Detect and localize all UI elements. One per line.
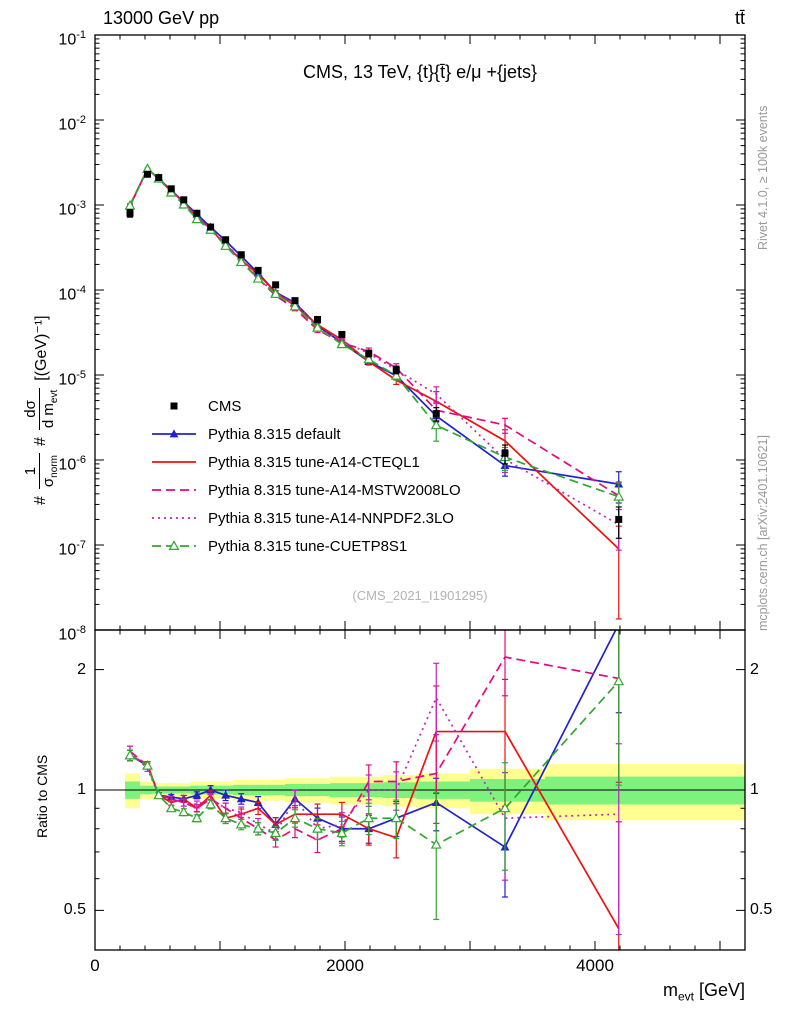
legend-label: Pythia 8.315 tune-CUETP8S1 (208, 537, 408, 555)
main-y-tick-label: 10-5 (58, 369, 86, 389)
ratio-y-tick-label-right: 0.5 (750, 901, 773, 919)
ratio-y-tick-label-left: 0.5 (63, 901, 86, 919)
legend: CMS Pythia 8.315 default Pythia 8.315 tune… (150, 392, 461, 560)
legend-marker-icon (152, 461, 196, 463)
main-y-tick-label: 10-4 (58, 284, 86, 304)
hash-symbol: # (32, 496, 50, 505)
axis-ticks (94, 34, 746, 950)
legend-item: Pythia 8.315 tune-A14-MSTW2008LO (150, 476, 461, 504)
analysis-watermark: (CMS_2021_I1901295) (352, 588, 488, 603)
plot-title: CMS, 13 TeV, {t}{t̄} e/μ +{jets} (302, 62, 538, 82)
main-y-tick-label: 10-1 (58, 29, 86, 49)
legend-label: Pythia 8.315 tune-A14-CTEQL1 (208, 453, 420, 471)
mcplots-source-note: mcplots.cern.ch [arXiv:2401.10621] (756, 435, 770, 631)
legend-marker-icon (152, 540, 196, 550)
legend-marker-icon (152, 429, 196, 438)
legend-label: Pythia 8.315 tune-A14-NNPDF2.3LO (208, 509, 454, 527)
legend-label: Pythia 8.315 tune-A14-MSTW2008LO (208, 481, 461, 499)
main-y-tick-label: 10-8 (58, 624, 86, 644)
main-y-tick-label: 10-3 (58, 199, 86, 219)
main-y-axis-label: # 1 σnorm # dσ d mevt [(GeV)⁻¹] (22, 315, 61, 505)
legend-item: Pythia 8.315 default (150, 420, 461, 448)
legend-item: Pythia 8.315 tune-A14-NNPDF2.3LO (150, 504, 461, 532)
hash-symbol: # (32, 437, 50, 447)
legend-item: Pythia 8.315 tune-CUETP8S1 (150, 532, 461, 560)
ratio-y-tick-label-left: 1 (77, 780, 86, 798)
legend-label: CMS (208, 397, 242, 415)
x-tick-label: 0 (90, 956, 100, 975)
rivet-version-note: Rivet 4.1.0, ≥ 100k events (756, 105, 770, 250)
fraction-dsigma-dm: dσ d mevt (22, 387, 61, 431)
main-y-tick-label: 10-2 (58, 114, 86, 134)
legend-item: Pythia 8.315 tune-A14-CTEQL1 (150, 448, 461, 476)
legend-marker-icon (170, 402, 178, 410)
x-tick-label: 4000 (576, 956, 614, 975)
x-axis-label: mevt [GeV] (662, 980, 745, 1004)
legend-marker-icon (152, 517, 196, 519)
ratio-panel-series (124, 630, 625, 950)
main-y-tick-label: 10-6 (58, 454, 86, 474)
ratio-y-tick-label-right: 2 (750, 660, 759, 678)
cms-uncertainty-bands (95, 764, 745, 821)
process-label: tt̄ (734, 8, 745, 28)
ratio-y-tick-label-left: 2 (77, 660, 86, 678)
legend-label: Pythia 8.315 default (208, 425, 341, 443)
beam-energy-label: 13000 GeV pp (103, 8, 220, 28)
main-y-tick-label: 10-7 (58, 539, 86, 559)
x-tick-label: 2000 (326, 956, 364, 975)
main-panel-series (124, 163, 625, 620)
ratio-y-tick-label-right: 1 (750, 780, 759, 798)
legend-marker-icon (152, 489, 196, 491)
legend-item: CMS (150, 392, 461, 420)
